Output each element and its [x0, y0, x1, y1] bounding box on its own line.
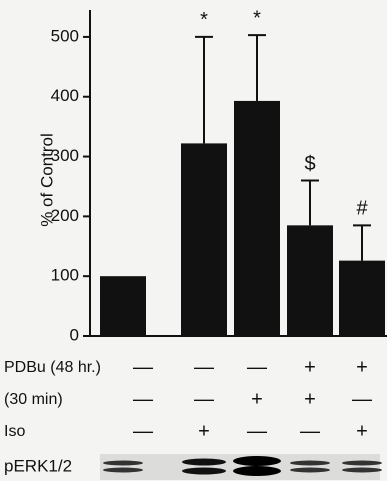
y-tick-label: 100: [51, 266, 79, 285]
bar: [100, 276, 146, 336]
page: % of Control pERK1/2 0100200300400500**$…: [0, 0, 387, 481]
condition-label: (30 min): [4, 391, 63, 408]
blot-band: [182, 459, 226, 466]
condition-sign: —: [300, 420, 320, 442]
condition-sign: —: [352, 388, 372, 410]
y-tick-label: 300: [51, 146, 79, 165]
condition-sign: —: [194, 388, 214, 410]
blot-band: [290, 468, 330, 473]
blot-band: [290, 461, 330, 466]
bar: [181, 143, 227, 336]
condition-label: Iso: [4, 423, 25, 440]
condition-sign: +: [304, 388, 316, 410]
condition-sign: +: [356, 356, 368, 378]
condition-label: PDBu (48 hr.): [4, 359, 101, 376]
bar: [287, 225, 333, 336]
significance-marker: #: [356, 198, 368, 220]
condition-sign: —: [133, 420, 153, 442]
condition-sign: —: [194, 356, 214, 378]
blot-band: [103, 461, 143, 466]
bar: [234, 101, 280, 336]
bar: [339, 261, 385, 336]
y-tick-label: 500: [51, 26, 79, 45]
blot-band: [342, 461, 382, 466]
condition-sign: +: [356, 420, 368, 442]
condition-sign: +: [251, 388, 263, 410]
significance-marker: $: [304, 153, 315, 175]
condition-sign: —: [247, 356, 267, 378]
western-blot: [100, 454, 382, 480]
blot-band: [233, 466, 281, 476]
y-tick-label: 0: [70, 325, 79, 344]
significance-marker: *: [200, 9, 208, 31]
condition-sign: +: [198, 420, 210, 442]
blot-label: pERK1/2: [4, 456, 72, 475]
blot-band: [103, 468, 143, 473]
y-tick-label: 400: [51, 86, 79, 105]
condition-sign: —: [133, 388, 153, 410]
y-tick-label: 200: [51, 206, 79, 225]
blot-band: [233, 456, 281, 466]
blot-band: [182, 468, 226, 475]
significance-marker: *: [253, 7, 261, 29]
chart: % of Control pERK1/2 0100200300400500**$…: [0, 0, 387, 481]
condition-sign: —: [133, 356, 153, 378]
condition-sign: +: [304, 356, 316, 378]
blot-band: [342, 468, 382, 473]
condition-sign: —: [247, 420, 267, 442]
